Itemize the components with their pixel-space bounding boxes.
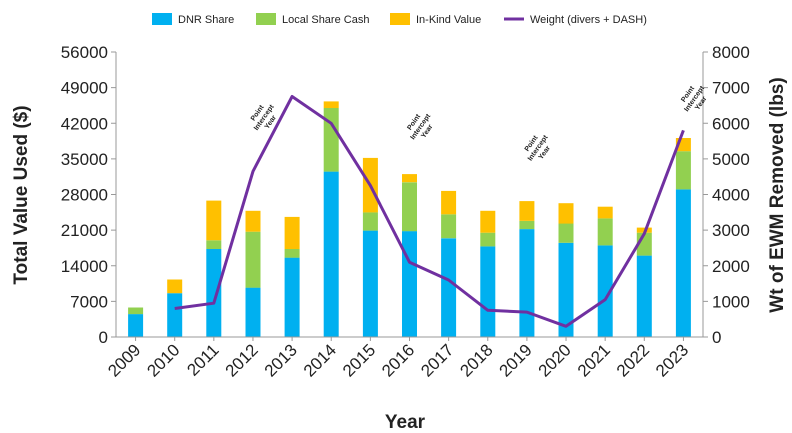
bar-in-kind-value-2016 [402, 174, 417, 183]
bar-in-kind-value-2014 [323, 101, 339, 108]
bar-local-share-cash-2009 [128, 307, 144, 315]
x-tick-label-2018: 2018 [456, 340, 496, 380]
legend-label-dnr-share: DNR Share [178, 14, 234, 26]
line-layer [174, 95, 685, 328]
y-tick-label-left: 42000 [61, 114, 108, 133]
legend-label-local-share-cash: Local Share Cash [282, 14, 369, 26]
bar-local-share-cash-2012 [245, 231, 261, 288]
line-weight-series [174, 95, 685, 328]
bar-local-share-cash-2023 [675, 151, 691, 190]
bar-in-kind-value-2010 [167, 279, 183, 294]
bar-local-share-cash-2020 [558, 223, 574, 243]
x-tick-label-2020: 2020 [535, 340, 575, 380]
bar-dnr-share-2023 [675, 189, 691, 337]
y-axis-title-right: Wt of EWM Removed (lbs) [767, 77, 788, 312]
bar-local-share-cash-2018 [480, 232, 496, 247]
bar-dnr-share-2009 [128, 314, 144, 337]
bar-dnr-share-2019 [519, 229, 535, 337]
bar-dnr-share-2020 [558, 242, 574, 337]
bar-local-share-cash-2013 [284, 249, 300, 258]
bar-dnr-share-2016 [402, 231, 417, 337]
bar-dnr-share-2017 [441, 238, 457, 337]
legend-label-weight-divers-dash-: Weight (divers + DASH) [530, 14, 647, 26]
bar-in-kind-value-2019 [519, 201, 535, 221]
y-tick-label-right: 6000 [712, 114, 750, 133]
bar-dnr-share-2022 [636, 255, 652, 337]
bar-dnr-share-2018 [480, 246, 496, 337]
bar-dnr-share-2021 [597, 245, 613, 337]
y-tick-label-right: 5000 [712, 150, 750, 169]
y-tick-label-right: 8000 [712, 43, 750, 62]
bar-in-kind-value-2012 [245, 210, 261, 232]
y-tick-label-right: 0 [712, 328, 721, 347]
x-tick-label-2022: 2022 [613, 340, 653, 380]
bar-dnr-share-2012 [245, 287, 261, 337]
legend-swatch-in-kind-value [390, 13, 410, 25]
x-axis-title: Year [385, 412, 426, 433]
bar-in-kind-value-2018 [480, 210, 496, 233]
x-tick-label-2023: 2023 [652, 340, 692, 380]
x-tick-label-2019: 2019 [496, 340, 536, 380]
bar-dnr-share-2014 [323, 171, 339, 337]
x-tick-label-2013: 2013 [261, 340, 301, 380]
x-tick-label-2014: 2014 [300, 340, 340, 380]
bar-local-share-cash-2021 [597, 218, 613, 246]
x-tick-label-2016: 2016 [378, 340, 418, 380]
bar-dnr-share-2010 [167, 293, 183, 337]
y-tick-label-left: 0 [99, 328, 108, 347]
y-axis-title-left: Total Value Used ($) [11, 105, 32, 284]
bar-dnr-share-2015 [362, 230, 378, 337]
y-tick-label-left: 49000 [61, 79, 108, 98]
bar-local-share-cash-2015 [362, 212, 378, 231]
bar-local-share-cash-2011 [206, 240, 222, 249]
bar-in-kind-value-2013 [284, 216, 300, 249]
x-tick-label-2015: 2015 [339, 340, 379, 380]
y-tick-label-right: 4000 [712, 186, 750, 205]
legend-swatch-local-share-cash [256, 13, 276, 25]
x-tick-label-2010: 2010 [143, 340, 183, 380]
legend-swatch-dnr-share [152, 13, 172, 25]
legend-label-in-kind-value: In-Kind Value [416, 14, 481, 26]
x-tick-label-2009: 2009 [104, 340, 144, 380]
y-tick-label-left: 21000 [61, 221, 108, 240]
y-tick-label-left: 14000 [61, 257, 108, 276]
y-tick-label-right: 3000 [712, 221, 750, 240]
bar-in-kind-value-2017 [441, 190, 457, 215]
bar-in-kind-value-2021 [597, 206, 613, 219]
y-tick-label-left: 28000 [61, 186, 108, 205]
bars-layer [128, 101, 691, 337]
bar-in-kind-value-2020 [558, 203, 574, 224]
bar-dnr-share-2011 [206, 249, 222, 337]
bar-in-kind-value-2011 [206, 200, 222, 241]
legend: DNR Share Local Share Cash In-Kind Value We… [152, 13, 647, 26]
y-tick-label-right: 1000 [712, 292, 750, 311]
x-tick-label-2017: 2017 [417, 340, 457, 380]
bar-local-share-cash-2019 [519, 221, 535, 230]
bar-dnr-share-2013 [284, 257, 300, 337]
y-tick-label-left: 56000 [61, 43, 108, 62]
bar-local-share-cash-2017 [441, 214, 457, 239]
y-tick-label-left: 35000 [61, 150, 108, 169]
y-tick-label-right: 7000 [712, 79, 750, 98]
x-tick-label-2012: 2012 [222, 340, 262, 380]
bar-local-share-cash-2016 [402, 182, 417, 232]
y-tick-label-right: 2000 [712, 257, 750, 276]
y-tick-label-left: 7000 [70, 292, 108, 311]
bar-local-share-cash-2014 [323, 108, 339, 172]
x-tick-label-2011: 2011 [183, 340, 222, 379]
x-tick-label-2021: 2021 [574, 340, 614, 380]
